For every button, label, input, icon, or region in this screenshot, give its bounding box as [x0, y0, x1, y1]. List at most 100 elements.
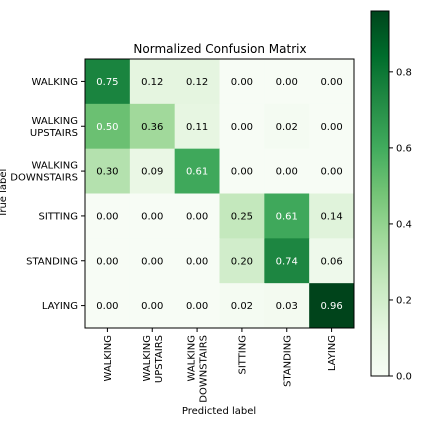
svg-text:STANDING: STANDING [282, 335, 293, 387]
cell-value-2-1: 0.09 [141, 167, 163, 178]
cell-value-5-0: 0.00 [96, 301, 118, 312]
cell-value-3-4: 0.61 [276, 211, 298, 222]
cell-value-4-2: 0.00 [186, 256, 208, 267]
heatmap-cell-4-5 [309, 238, 355, 284]
cell-value-5-5: 0.96 [320, 301, 342, 312]
x-tick-label-5: LAYING [327, 335, 338, 371]
heatmap-cell-1-4 [264, 103, 310, 150]
colorbar [370, 10, 390, 377]
cell-value-0-3: 0.00 [231, 77, 253, 88]
heatmap-cell-3-4 [264, 193, 310, 239]
cell-value-3-1: 0.00 [141, 211, 163, 222]
y-tick-label-5: LAYING [42, 301, 78, 312]
cell-value-2-3: 0.00 [231, 167, 253, 178]
heatmap-cell-4-3 [219, 238, 265, 284]
cell-value-3-0: 0.00 [96, 211, 118, 222]
y-tick-label-3: SITTING [38, 211, 78, 222]
x-axis-label: Predicted label [182, 406, 256, 417]
y-axis-ticks: WALKING WALKING UPSTAIRS WALKING DOWNSTAIRS S… [10, 77, 85, 312]
cell-value-1-4: 0.02 [276, 122, 298, 133]
cell-value-3-2: 0.00 [186, 211, 208, 222]
heatmap-cell-3-5 [309, 193, 355, 239]
svg-text:LAYING: LAYING [327, 335, 338, 371]
heatmap-cell-5-3 [219, 283, 265, 329]
heatmap-cell-4-0 [85, 238, 131, 284]
colorbar-tick-label-0: 0.0 [396, 372, 412, 383]
cell-value-0-1: 0.12 [141, 77, 163, 88]
cell-value-0-5: 0.00 [320, 77, 342, 88]
heatmap-cell-1-1 [129, 103, 176, 150]
svg-text:WALKINGDOWNSTAIRS: WALKINGDOWNSTAIRS [187, 335, 210, 403]
heatmap-cell-2-2 [174, 148, 220, 194]
x-tick-label-1: WALKINGUPSTAIRS [142, 335, 165, 383]
x-tick-label-4: STANDING [282, 335, 293, 387]
heatmap-cell-4-4 [264, 238, 310, 284]
heatmap-cell-5-2 [174, 283, 220, 329]
heatmap-cell-3-1 [129, 193, 176, 239]
colorbar-tick-label-3: 0.6 [396, 143, 412, 154]
heatmap-cell-1-0 [85, 103, 131, 150]
cell-value-2-4: 0.00 [276, 167, 298, 178]
cell-value-4-5: 0.06 [320, 256, 342, 267]
cell-value-0-2: 0.12 [186, 77, 208, 88]
heatmap-cell-1-2 [174, 103, 220, 150]
cell-value-0-0: 0.75 [96, 77, 118, 88]
x-tick-label-0: WALKING [103, 335, 114, 382]
cell-value-4-0: 0.00 [96, 256, 118, 267]
heatmap-cell-5-1 [129, 283, 176, 329]
heatmap-cell-values: 0.75 0.12 0.12 0.00 0.00 0.00 0.50 0.36 0.11 0.00… [96, 77, 342, 312]
cell-value-5-2: 0.00 [186, 301, 208, 312]
cell-value-4-4: 0.74 [276, 256, 298, 267]
chart-title: Normalized Confusion Matrix [133, 42, 306, 56]
heatmap-cell-5-0 [85, 283, 131, 329]
colorbar-tick-label-4: 0.8 [396, 67, 412, 78]
cell-value-3-5: 0.14 [320, 211, 342, 222]
heatmap-cell-0-2 [174, 59, 220, 105]
heatmap-cell-2-5 [309, 148, 355, 194]
svg-text:SITTING: SITTING [237, 335, 248, 375]
heatmap-cell-0-1 [129, 59, 176, 105]
y-tick-label-4: STANDING [26, 256, 78, 267]
colorbar-tick-label-1: 0.2 [396, 295, 412, 306]
y-tick-label-2: WALKING DOWNSTAIRS [10, 161, 78, 184]
cell-value-1-0: 0.50 [96, 122, 118, 133]
heatmap-cell-0-5 [309, 59, 355, 105]
heatmap-cell-1-3 [219, 103, 265, 150]
heatmap-cell-5-5 [309, 283, 355, 329]
heatmap-cell-0-3 [219, 59, 265, 105]
heatmap-cell-3-0 [85, 193, 131, 239]
cell-value-4-3: 0.20 [231, 256, 253, 267]
cell-value-5-4: 0.03 [276, 301, 298, 312]
y-tick-label-1: WALKING UPSTAIRS [30, 116, 78, 139]
cell-value-5-1: 0.00 [141, 301, 163, 312]
cell-value-2-2: 0.61 [186, 167, 208, 178]
cell-value-4-1: 0.00 [141, 256, 163, 267]
heatmap-cell-2-0 [85, 148, 131, 194]
cell-value-1-3: 0.00 [231, 122, 253, 133]
heatmap-cell-4-1 [129, 238, 176, 284]
svg-text:WALKINGUPSTAIRS: WALKINGUPSTAIRS [142, 335, 165, 383]
heatmap-cell-0-4 [264, 59, 310, 105]
colorbar-tick-label-2: 0.4 [396, 219, 412, 230]
cell-value-1-2: 0.11 [186, 122, 208, 133]
colorbar-ticks: 0.0 0.2 0.4 0.6 0.8 [389, 67, 412, 383]
x-tick-label-2: WALKINGDOWNSTAIRS [187, 335, 210, 403]
heatmap-cell-4-2 [174, 238, 220, 284]
heatmap-cells [85, 59, 355, 329]
cell-value-5-3: 0.02 [231, 301, 253, 312]
cell-value-3-3: 0.25 [231, 211, 253, 222]
heatmap-cell-0-0 [85, 59, 131, 105]
heatmap-cell-5-4 [264, 283, 310, 329]
y-tick-label-0: WALKING [32, 77, 79, 88]
x-tick-label-3: SITTING [237, 335, 248, 375]
heatmap-cell-2-4 [264, 148, 310, 194]
heatmap-cell-3-3 [219, 193, 265, 239]
heatmap-cell-2-1 [129, 148, 176, 194]
cell-value-2-5: 0.00 [320, 167, 342, 178]
cell-value-1-1: 0.36 [141, 122, 163, 133]
heatmap-cell-2-3 [219, 148, 265, 194]
cell-value-0-4: 0.00 [276, 77, 298, 88]
plot-frame [84, 58, 355, 329]
heatmap-cell-1-5 [309, 103, 355, 150]
